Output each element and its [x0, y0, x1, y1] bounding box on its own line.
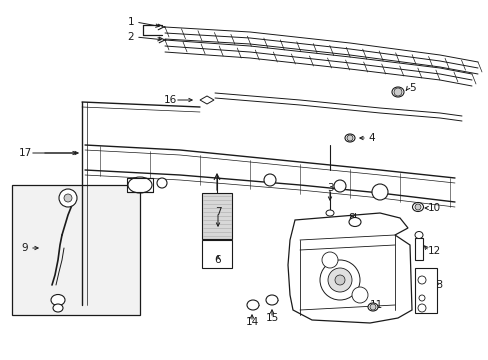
Circle shape	[393, 88, 401, 96]
Circle shape	[333, 180, 346, 192]
Ellipse shape	[51, 294, 65, 306]
Ellipse shape	[391, 87, 403, 97]
Polygon shape	[287, 213, 411, 323]
Text: 6: 6	[214, 255, 221, 265]
Text: 4: 4	[368, 133, 375, 143]
Circle shape	[157, 178, 167, 188]
Bar	[202, 240, 231, 268]
Ellipse shape	[345, 134, 354, 142]
Circle shape	[351, 287, 367, 303]
Ellipse shape	[412, 202, 423, 211]
Circle shape	[417, 276, 425, 284]
Ellipse shape	[414, 231, 422, 238]
Text: 10: 10	[427, 203, 440, 213]
Circle shape	[264, 174, 275, 186]
Circle shape	[369, 304, 375, 310]
Ellipse shape	[128, 177, 152, 193]
Ellipse shape	[265, 295, 278, 305]
Ellipse shape	[325, 210, 333, 216]
Bar	[12, 185, 140, 315]
Text: 9: 9	[21, 243, 28, 253]
Circle shape	[414, 204, 420, 210]
Text: 13: 13	[429, 280, 443, 290]
Polygon shape	[200, 96, 214, 104]
Circle shape	[319, 260, 359, 300]
Text: 12: 12	[427, 246, 440, 256]
Text: 15: 15	[265, 313, 278, 323]
Circle shape	[346, 135, 352, 141]
Circle shape	[327, 268, 351, 292]
Text: 2: 2	[127, 32, 134, 42]
Ellipse shape	[246, 300, 259, 310]
Text: 16: 16	[163, 95, 176, 105]
Ellipse shape	[367, 303, 377, 311]
Text: 5: 5	[409, 83, 415, 93]
Circle shape	[371, 184, 387, 200]
Bar	[414, 238, 422, 260]
Text: 14: 14	[245, 317, 258, 327]
Bar	[127, 178, 153, 192]
Text: 17: 17	[19, 148, 32, 158]
Ellipse shape	[348, 217, 360, 226]
Text: 3: 3	[326, 183, 333, 193]
Bar	[202, 193, 231, 239]
Ellipse shape	[53, 304, 63, 312]
Circle shape	[321, 252, 337, 268]
Circle shape	[418, 295, 424, 301]
Text: 8: 8	[348, 213, 355, 223]
Circle shape	[64, 194, 72, 202]
Circle shape	[334, 275, 345, 285]
Circle shape	[59, 189, 77, 207]
Text: 11: 11	[368, 300, 382, 310]
Text: 7: 7	[214, 207, 221, 217]
Circle shape	[417, 304, 425, 312]
Bar	[414, 268, 436, 313]
Text: 1: 1	[127, 17, 134, 27]
